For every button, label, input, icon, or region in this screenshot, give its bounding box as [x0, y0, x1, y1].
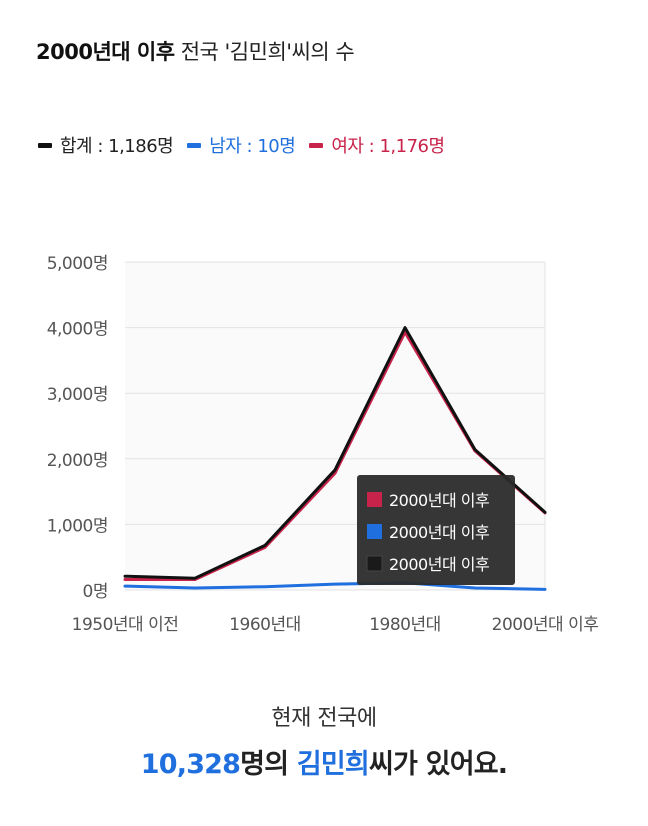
- summary-mid: 명의: [240, 749, 297, 780]
- chart-legend: 합계 : 1,186명 남자 : 10명 여자 : 1,176명: [38, 132, 445, 158]
- summary-end: 씨가 있어요.: [368, 749, 508, 780]
- series-line-total: [123, 326, 547, 580]
- line-chart: 0명 1,000명 2,000명 3,000명 4,000명 5,000명 1950년대 이…: [47, 254, 599, 635]
- series-line-male: [123, 581, 547, 591]
- tooltip-label-male: 2000년대 이후: [389, 523, 489, 542]
- summary-count-line: 10,328명의 김민희씨가 있어요.: [0, 742, 648, 781]
- summary-intro: 현재 전국에: [271, 706, 377, 731]
- summary-count: 10,328: [140, 749, 241, 780]
- legend-swatch-male: [187, 142, 202, 148]
- page-title: 2000년대 이후 전국 '김민희'씨의 수: [36, 36, 355, 66]
- x-tick-label: 1960년대: [229, 615, 301, 635]
- legend-swatch-total: [38, 142, 52, 148]
- tooltip-label-total: 2000년대 이후: [389, 555, 489, 574]
- legend-item-male[interactable]: 남자 : 10명: [187, 132, 296, 158]
- title-bold: 2000년대 이후: [36, 40, 175, 64]
- y-tick-label: 5,000명: [47, 254, 108, 274]
- y-tick-label: 3,000명: [47, 385, 108, 405]
- y-tick-label: 1,000명: [47, 516, 108, 536]
- legend-label-female: 여자 : 1,176명: [331, 136, 445, 157]
- tooltip-label-female: 2000년대 이후: [389, 491, 489, 510]
- tooltip-swatch-male: [367, 524, 382, 539]
- x-tick-label: 1950년대 이전: [72, 615, 179, 635]
- summary-name: 김민희: [296, 749, 370, 780]
- legend-label-male: 남자 : 10명: [209, 136, 296, 157]
- y-tick-label: 4,000명: [47, 320, 108, 340]
- tooltip-box: [357, 475, 515, 585]
- y-tick-label: 2,000명: [47, 451, 108, 471]
- legend-item-total[interactable]: 합계 : 1,186명: [38, 132, 174, 158]
- title-rest: 전국 '김민희'씨의 수: [174, 40, 355, 64]
- y-tick-label: 0명: [83, 582, 108, 602]
- legend-label-total: 합계 : 1,186명: [60, 136, 174, 157]
- legend-swatch-female: [309, 142, 324, 148]
- tooltip-swatch-female: [367, 492, 382, 507]
- x-tick-label: 1980년대: [369, 615, 441, 635]
- x-tick-label: 2000년대 이후: [492, 615, 599, 635]
- legend-item-female[interactable]: 여자 : 1,176명: [309, 132, 445, 158]
- tooltip-swatch-total: [366, 555, 383, 572]
